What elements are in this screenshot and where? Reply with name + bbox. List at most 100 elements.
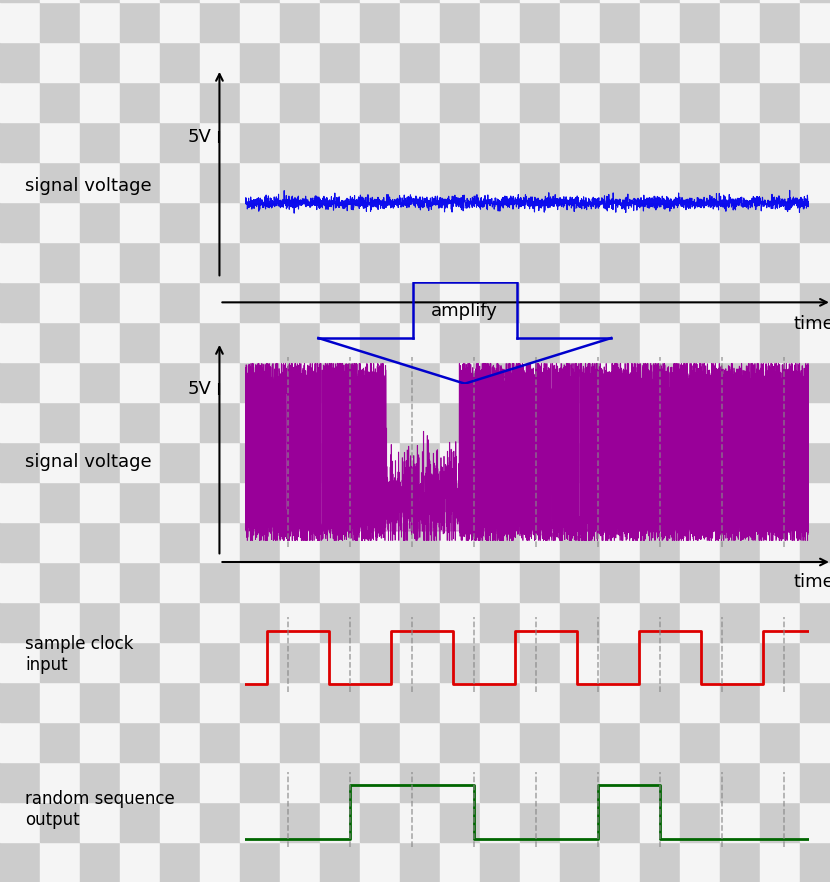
Bar — [0, 642, 40, 682]
Bar — [760, 322, 800, 362]
Bar — [560, 42, 600, 82]
Bar — [0, 842, 40, 882]
Bar — [640, 482, 680, 522]
Bar — [480, 282, 520, 322]
Bar — [680, 842, 720, 882]
Bar — [680, 42, 720, 82]
Bar — [400, 282, 440, 322]
Bar — [760, 842, 800, 882]
Bar — [0, 802, 40, 842]
Bar — [40, 762, 80, 802]
Bar — [80, 562, 120, 602]
Bar — [0, 0, 40, 2]
Bar — [720, 642, 760, 682]
Bar — [120, 522, 160, 562]
Bar — [200, 282, 240, 322]
Bar — [480, 162, 520, 202]
Bar — [400, 682, 440, 722]
Bar — [320, 442, 360, 482]
Bar — [400, 322, 440, 362]
Bar — [120, 322, 160, 362]
Bar — [720, 242, 760, 282]
Bar — [120, 642, 160, 682]
Bar — [760, 642, 800, 682]
Bar — [400, 722, 440, 762]
Bar — [0, 402, 40, 442]
Bar — [0, 242, 40, 282]
Bar — [120, 162, 160, 202]
Bar — [520, 242, 560, 282]
Bar — [800, 762, 830, 802]
Bar — [680, 442, 720, 482]
Bar — [800, 0, 830, 2]
Bar — [680, 162, 720, 202]
Bar — [640, 42, 680, 82]
Bar — [200, 122, 240, 162]
Bar — [480, 402, 520, 442]
Bar — [120, 282, 160, 322]
Bar — [760, 602, 800, 642]
Bar — [40, 682, 80, 722]
Bar — [320, 282, 360, 322]
Bar — [800, 682, 830, 722]
Bar — [40, 442, 80, 482]
Bar — [240, 362, 280, 402]
Bar — [560, 482, 600, 522]
Bar — [80, 402, 120, 442]
Bar — [240, 42, 280, 82]
Bar — [760, 442, 800, 482]
Bar — [80, 0, 120, 2]
Bar — [360, 642, 400, 682]
Bar — [320, 0, 360, 2]
Bar — [520, 522, 560, 562]
Bar — [600, 762, 640, 802]
Bar — [280, 602, 320, 642]
Bar — [800, 722, 830, 762]
Bar — [720, 602, 760, 642]
Bar — [280, 2, 320, 42]
Bar — [480, 682, 520, 722]
Bar — [400, 842, 440, 882]
Bar — [280, 762, 320, 802]
Bar — [80, 242, 120, 282]
Bar — [800, 282, 830, 322]
Bar — [320, 42, 360, 82]
Bar — [240, 202, 280, 242]
Bar — [160, 402, 200, 442]
Bar — [600, 122, 640, 162]
Bar — [360, 482, 400, 522]
Bar — [480, 122, 520, 162]
Bar — [240, 842, 280, 882]
Bar — [0, 522, 40, 562]
Bar — [480, 602, 520, 642]
Bar — [600, 602, 640, 642]
Bar — [120, 802, 160, 842]
Bar — [600, 642, 640, 682]
Bar — [200, 482, 240, 522]
Bar — [360, 722, 400, 762]
Bar — [520, 82, 560, 122]
Bar — [0, 722, 40, 762]
Bar — [40, 722, 80, 762]
Bar — [40, 282, 80, 322]
Bar — [160, 242, 200, 282]
Bar — [760, 122, 800, 162]
Bar — [400, 602, 440, 642]
Bar — [640, 682, 680, 722]
Bar — [360, 602, 400, 642]
Bar — [680, 322, 720, 362]
Bar — [600, 202, 640, 242]
Bar — [320, 82, 360, 122]
Bar — [760, 282, 800, 322]
Bar — [200, 842, 240, 882]
Bar — [720, 0, 760, 2]
Bar — [40, 2, 80, 42]
Bar — [120, 602, 160, 642]
Bar — [560, 442, 600, 482]
Text: time: time — [794, 573, 830, 592]
Bar — [280, 242, 320, 282]
Bar — [520, 562, 560, 602]
Bar — [120, 442, 160, 482]
Bar — [640, 0, 680, 2]
Bar — [760, 522, 800, 562]
